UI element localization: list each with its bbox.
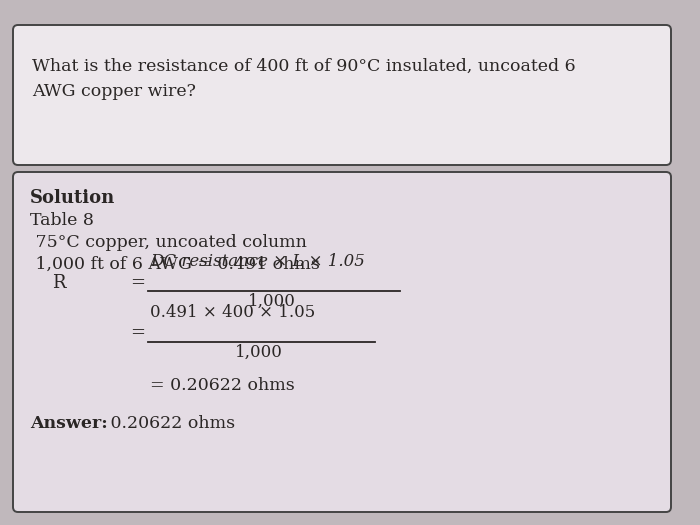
Text: = 0.20622 ohms: = 0.20622 ohms xyxy=(150,377,295,394)
Text: R: R xyxy=(52,274,66,292)
Text: What is the resistance of 400 ft of 90°C insulated, uncoated 6: What is the resistance of 400 ft of 90°C… xyxy=(32,58,575,75)
FancyBboxPatch shape xyxy=(13,172,671,512)
Text: =: = xyxy=(130,324,145,342)
Text: Table 8: Table 8 xyxy=(30,212,94,229)
FancyBboxPatch shape xyxy=(13,25,671,165)
Text: =: = xyxy=(130,274,145,292)
Text: DC resistance × L × 1.05: DC resistance × L × 1.05 xyxy=(150,253,365,270)
Text: 1,000 ft of 6 AWG = 0.491 ohms: 1,000 ft of 6 AWG = 0.491 ohms xyxy=(30,256,320,273)
Text: 1,000: 1,000 xyxy=(248,293,296,310)
Text: Solution: Solution xyxy=(30,189,116,207)
Text: 0.491 × 400 × 1.05: 0.491 × 400 × 1.05 xyxy=(150,304,315,321)
Text: 75°C copper, uncoated column: 75°C copper, uncoated column xyxy=(30,234,307,251)
Text: 1,000: 1,000 xyxy=(235,344,283,361)
Text: Answer:: Answer: xyxy=(30,415,108,432)
Text: 0.20622 ohms: 0.20622 ohms xyxy=(105,415,235,432)
Text: AWG copper wire?: AWG copper wire? xyxy=(32,83,196,100)
